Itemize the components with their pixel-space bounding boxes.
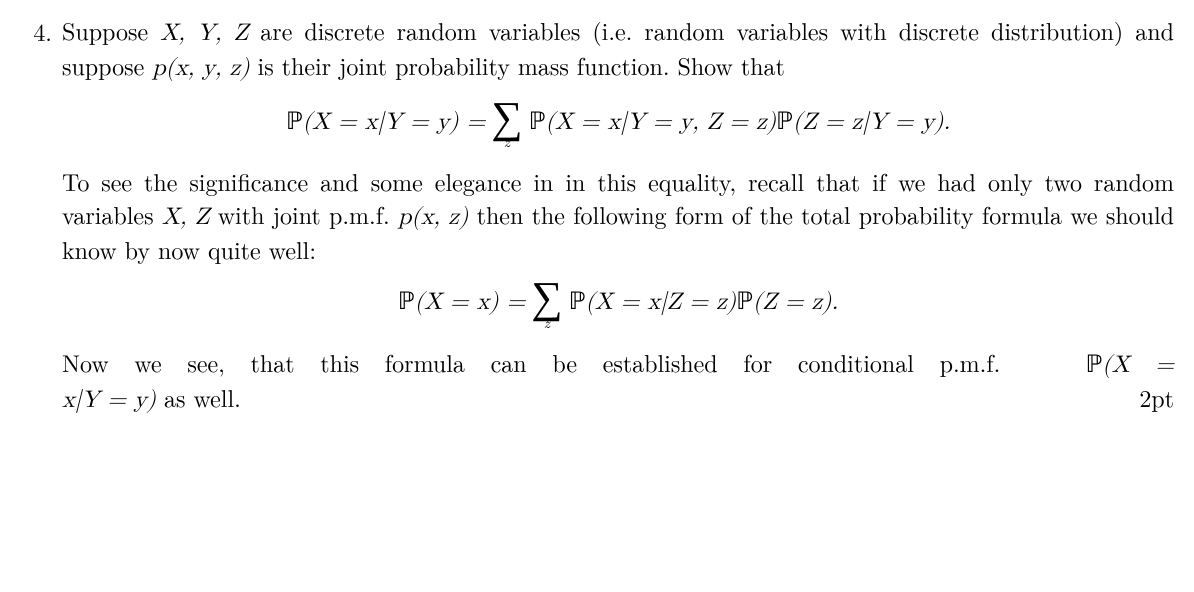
sum-sub-1: z	[504, 134, 510, 149]
points-label: 2pt	[1139, 381, 1174, 413]
vars-xz: X, Z	[162, 205, 210, 229]
pmf-pxyz: p(x, y, z)	[152, 56, 249, 80]
eq1-lhs: ℙ(X = x|Y = y) =	[286, 106, 485, 138]
problem-body: Suppose X, Y, Z are discrete random vari…	[62, 14, 1174, 417]
equation-1: ℙ(X = x|Y = y) = ∑ z ℙ(X = x|Y = y, Z = …	[62, 95, 1174, 149]
para3-text-a: Now we see, that this formula can be est…	[62, 345, 1026, 379]
explanation-paragraph: To see the significance and some eleganc…	[62, 165, 1174, 265]
vars-xyz: X, Y, Z	[160, 21, 248, 45]
eq2-lhs: ℙ(X = x) =	[398, 286, 525, 318]
intro-text-1: Suppose	[62, 13, 160, 47]
sigma-icon: ∑	[531, 275, 562, 312]
intro-text-3: is their joint probability mass function…	[250, 48, 785, 82]
conclusion-paragraph: Now we see, that this formula can be est…	[62, 346, 1174, 417]
eq2-rhs: ℙ(X = x|Z = z)ℙ(Z = z).	[569, 286, 839, 318]
cond-pmf-1: ℙ(X =	[1085, 353, 1174, 377]
conclusion-line-2: x|Y = y) as well. 2pt	[62, 381, 1174, 416]
sum-sub-2: z	[544, 315, 550, 330]
cond-pmf-2: x|Y = y)	[62, 388, 156, 412]
intro-paragraph: Suppose X, Y, Z are discrete random vari…	[62, 14, 1174, 85]
equation-2: ℙ(X = x) = ∑ z ℙ(X = x|Z = z)ℙ(Z = z).	[62, 275, 1174, 329]
sigma-icon: ∑	[491, 95, 522, 132]
problem-container: 4. Suppose X, Y, Z are discrete random v…	[10, 14, 1174, 417]
eq1-rhs: ℙ(X = x|Y = y, Z = z)ℙ(Z = z|Y = y).	[529, 106, 950, 138]
conclusion-line-1: Now we see, that this formula can be est…	[62, 346, 1174, 381]
para2-text-b: with joint p.m.f.	[209, 197, 398, 231]
problem-number: 4.	[10, 14, 62, 48]
sum-symbol-2: ∑ z	[531, 275, 562, 329]
sum-symbol-1: ∑ z	[491, 95, 522, 149]
para3-text-d: as well.	[156, 380, 241, 414]
pmf-pxz: p(x, z)	[398, 205, 468, 229]
